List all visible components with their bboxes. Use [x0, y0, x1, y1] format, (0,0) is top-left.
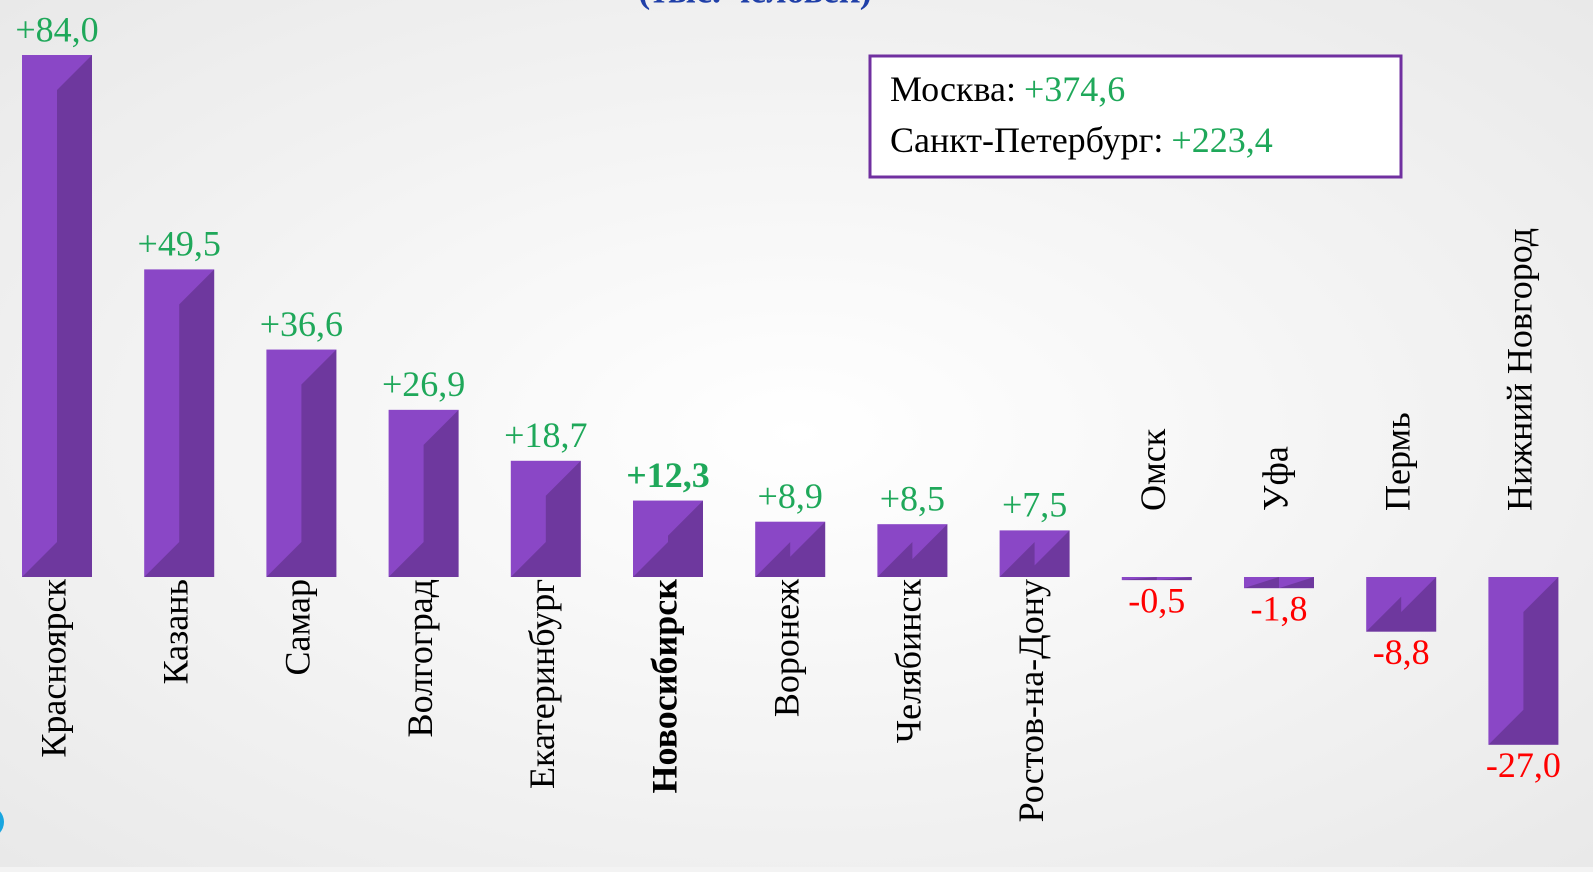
bar: [1366, 577, 1437, 632]
bar-bevel: [633, 500, 703, 577]
bar-face: [144, 269, 215, 577]
data-label: +12,3: [626, 455, 710, 495]
x-tick-label: Воронеж: [766, 578, 806, 717]
x-tick-label: Волгоград: [400, 579, 440, 737]
bar-bevel: [999, 530, 1070, 577]
x-tick-label: Ростов-на-Дону: [1011, 579, 1051, 822]
data-label: -1,8: [1251, 588, 1308, 628]
annotation: Москва: +374,6: [890, 69, 1125, 109]
bar: [633, 500, 703, 577]
bar: [1488, 577, 1559, 745]
bar: [266, 349, 337, 577]
x-tick-label: Самар: [278, 579, 318, 676]
bar-face: [266, 349, 337, 577]
bar-bevel: [266, 349, 337, 577]
bar-bevel: [144, 269, 215, 577]
x-tick-label: Красноярск: [33, 578, 73, 757]
x-tick-label: Екатеринбург: [522, 579, 562, 789]
annotation-box: [868, 54, 1403, 179]
bar: [388, 409, 459, 577]
bar: [22, 55, 92, 577]
data-label: +7,5: [1002, 485, 1067, 525]
bar-bevel: [510, 460, 581, 577]
bar: [510, 460, 581, 577]
bar-bevel: [1488, 577, 1559, 745]
decor-circle: [0, 811, 4, 833]
data-label: -8,8: [1373, 632, 1430, 672]
bar-face: [877, 524, 948, 577]
bar-face: [1366, 577, 1437, 632]
bar: [1244, 577, 1314, 589]
annotation-value: +374,6: [1024, 69, 1125, 109]
x-tick-label: Нижний Новгород: [1500, 228, 1540, 511]
annotation: Санкт-Петербург: +223,4: [890, 120, 1273, 160]
bar-face: [1121, 577, 1192, 581]
data-label: +84,0: [15, 9, 98, 49]
bar-face: [755, 521, 826, 577]
bar-face: [1244, 577, 1314, 589]
bar-bevel: [1244, 577, 1314, 589]
data-label: +8,9: [758, 476, 823, 516]
x-tick-label: Казань: [155, 579, 195, 684]
bar-bevel: [877, 524, 948, 577]
data-label: +18,7: [504, 415, 587, 455]
x-tick-label: Челябинск: [889, 578, 929, 743]
bar-face: [1488, 577, 1559, 745]
bar-bevel: [755, 521, 826, 577]
x-tick-label: Новосибирск: [644, 579, 684, 794]
x-tick-label: Омск: [1133, 428, 1173, 511]
data-label: +26,9: [382, 364, 465, 404]
bar-face: [22, 55, 92, 577]
bar: [144, 269, 215, 577]
annotation-label: Санкт-Петербург:: [890, 120, 1163, 160]
annotation-value: +223,4: [1171, 120, 1272, 160]
bar: [877, 524, 948, 577]
x-tick-label: Уфа: [1255, 446, 1295, 511]
bar-face: [999, 530, 1070, 577]
data-label: +49,5: [138, 224, 221, 264]
data-label: +8,5: [880, 478, 945, 518]
bar: [755, 521, 826, 577]
bar: [1121, 577, 1192, 581]
bar: [999, 530, 1070, 577]
x-tick-label: Пермь: [1377, 412, 1417, 511]
data-label: -0,5: [1128, 580, 1185, 620]
bar-face: [510, 460, 581, 577]
data-label: +36,6: [260, 304, 343, 344]
chart-subtitle: (тыс. человек): [638, 0, 872, 10]
bar-bevel: [388, 409, 459, 577]
bar-bevel: [1366, 577, 1437, 632]
bar-bevel: [22, 55, 92, 577]
bar-face: [633, 500, 703, 577]
bar-face: [388, 409, 459, 577]
annotation-label: Москва:: [890, 69, 1016, 109]
bar-bevel: [1121, 577, 1192, 581]
data-label: -27,0: [1486, 745, 1561, 785]
